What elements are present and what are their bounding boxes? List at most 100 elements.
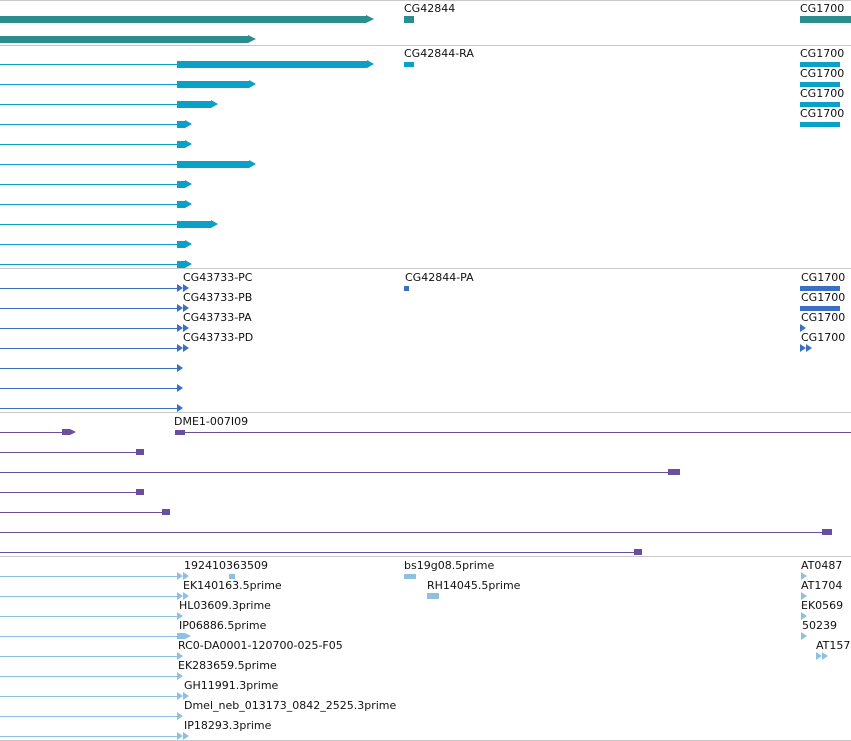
clone-end-bar [668,469,680,475]
strand-arrow-icon [249,160,256,168]
transcript-feature[interactable] [0,80,851,104]
clone-feature[interactable] [0,429,851,452]
transcript-feature[interactable] [0,260,851,284]
strand-arrow-icon [183,572,189,580]
clone-feature[interactable] [0,449,851,472]
strand-arrow-icon [800,324,806,332]
est-label: Dmel_neb_013173_0842_2525.3prime [184,699,397,712]
cds-feature[interactable] [0,364,851,388]
strand-arrow-icon [367,60,374,68]
gene-label: CG42844 [404,2,456,15]
est-label: EK0569 [801,599,844,612]
est-feature[interactable] [0,652,851,676]
est-label: RH14045.5prime [427,579,521,592]
clone-feature[interactable] [0,469,851,492]
est-label: IP06886.5prime [179,619,267,632]
strand-arrow-icon [177,572,183,580]
strand-arrow-icon [185,240,192,248]
cds-feature[interactable] [0,404,851,428]
cds-label: CG1700 [801,291,846,304]
strand-arrow-icon [177,712,183,720]
strand-arrow-icon [822,652,828,660]
strand-arrow-icon [185,140,192,148]
est-feature[interactable] [0,572,851,596]
strand-arrow-icon [185,633,191,639]
cds-label: CG1700 [801,271,846,284]
strand-arrow-icon [366,15,374,23]
est-feature[interactable] [0,672,851,696]
gene-bar [0,16,366,23]
strand-arrow-icon [177,672,183,680]
transcript-feature[interactable] [0,160,851,184]
clone-end-bar [175,430,185,435]
transcript-feature[interactable] [0,100,851,124]
gene-feature[interactable] [0,15,851,39]
clone-feature[interactable] [0,529,851,552]
transcript-feature[interactable] [0,60,851,84]
est-feature[interactable] [0,732,851,741]
strand-arrow-icon [177,384,183,392]
strand-arrow-icon [177,692,183,700]
transcript-feature[interactable] [0,140,851,164]
strand-arrow-icon [177,284,183,292]
strand-arrow-icon [801,592,807,600]
est-bar [404,574,416,579]
exon-bar [800,122,840,127]
est-feature[interactable] [0,712,851,736]
strand-arrow-icon [185,200,192,208]
est-label: RC0-DA0001-120700-025-F05 [178,639,343,652]
clone-feature[interactable] [0,549,851,572]
exon-bar [177,121,185,128]
cds-label: CG1700 [801,331,846,344]
est-feature[interactable] [0,632,851,656]
transcript-feature[interactable] [0,180,851,204]
exon-bar [800,306,840,311]
transcript-label: CG1700 [800,87,845,100]
transcript-feature[interactable] [0,240,851,264]
strand-arrow-icon [816,652,822,660]
est-feature[interactable] [0,692,851,716]
clone-end-bar [634,549,642,555]
gene-bar [800,16,851,23]
gene-feature[interactable] [0,35,851,59]
est-label: EK140163.5prime [183,579,282,592]
est-label: HL03609.3prime [179,599,271,612]
est-feature[interactable] [0,592,851,616]
est-label: AT157 [816,639,851,652]
cds-label: CG43733-PB [183,291,253,304]
strand-arrow-icon [185,120,192,128]
exon-bar [800,102,840,107]
transcript-feature[interactable] [0,200,851,224]
est-label: AT1704 [801,579,843,592]
cds-feature[interactable] [0,304,851,328]
transcript-feature[interactable] [0,120,851,144]
strand-arrow-icon [801,632,807,640]
strand-arrow-icon [177,592,183,600]
strand-arrow-icon [185,260,192,268]
est-bar [177,633,185,639]
clone-feature[interactable] [0,489,851,512]
strand-arrow-icon [183,592,189,600]
est-feature[interactable] [0,612,851,636]
strand-arrow-icon [185,180,192,188]
strand-arrow-icon [177,304,183,312]
cds-feature[interactable] [0,324,851,348]
cds-feature[interactable] [0,384,851,408]
cds-label: CG42844-PA [405,271,474,284]
strand-arrow-icon [211,220,218,228]
strand-arrow-icon [70,429,76,435]
clone-end-bar [136,489,144,495]
strand-arrow-icon [177,344,183,352]
cds-feature[interactable] [0,284,851,308]
exon-bar [177,221,211,228]
transcript-feature[interactable] [0,220,851,244]
strand-arrow-icon [177,732,183,740]
clone-feature[interactable] [0,509,851,532]
est-label: bs19g08.5prime [404,559,495,572]
exon-bar [177,261,185,268]
exon-bar [177,81,249,88]
gene-bar [404,16,414,23]
exon-bar [800,286,840,291]
cds-feature[interactable] [0,344,851,368]
